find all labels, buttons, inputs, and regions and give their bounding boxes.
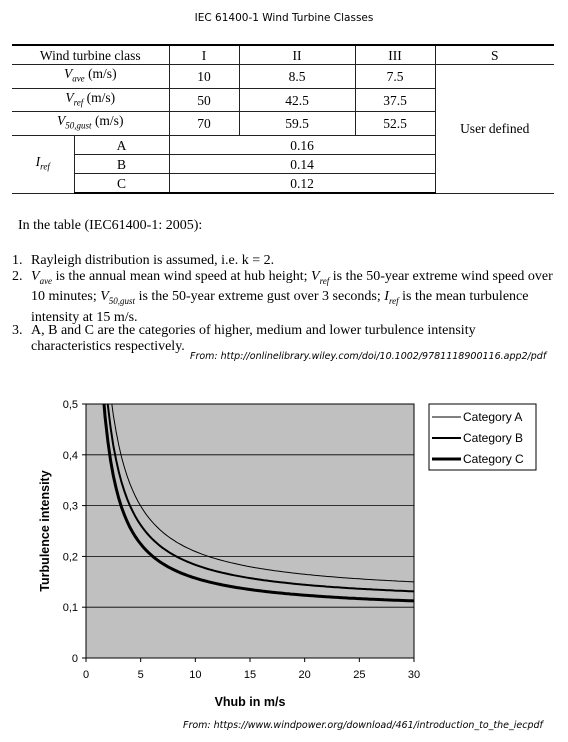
header-class-iii: III — [354, 44, 436, 65]
source-citation-chart: From: https://www.windpower.org/download… — [183, 720, 543, 731]
x-tick-label: 25 — [353, 669, 365, 681]
plot-area — [85, 403, 415, 659]
cell-v50gust-iii: 52.5 — [354, 111, 436, 137]
category-a-label: A — [73, 135, 170, 156]
cell-vref-iii: 37.5 — [354, 87, 436, 113]
y-tick-label: 0,4 — [63, 450, 78, 462]
series-line-category-c — [102, 404, 414, 603]
row-label-vave: Vave (m/s) — [12, 64, 170, 89]
cell-vave-i: 10 — [168, 64, 240, 89]
legend: Category A Category B Category C — [428, 403, 537, 471]
y-tick-label: 0,3 — [63, 501, 78, 513]
cell-vref-ii: 42.5 — [238, 87, 356, 113]
header-class-ii: II — [238, 44, 356, 65]
cell-vref-i: 50 — [168, 87, 240, 113]
cell-v50gust-ii: 59.5 — [238, 111, 356, 137]
cell-user-defined: User defined — [434, 64, 554, 194]
x-tick-label: 15 — [244, 669, 256, 681]
x-tick-label: 0 — [83, 669, 89, 681]
cell-vave-iii: 7.5 — [354, 64, 436, 89]
cell-v50gust-i: 70 — [168, 111, 240, 137]
category-b-value: 0.14 — [168, 154, 436, 175]
wind-class-table: Wind turbine class I II III S Vave (m/s)… — [12, 44, 554, 195]
cell-vave-ii: 8.5 — [238, 64, 356, 89]
source-citation-table: From: http://onlinelibrary.wiley.com/doi… — [190, 351, 547, 362]
legend-label-category-c: Category C — [463, 452, 524, 466]
row-label-vref: Vref (m/s) — [12, 87, 170, 113]
category-b-label: B — [73, 154, 170, 175]
x-tick-label: 5 — [138, 669, 144, 681]
category-c-value: 0.12 — [168, 173, 436, 195]
category-c-label: C — [73, 173, 170, 195]
x-tick-label: 30 — [408, 669, 420, 681]
legend-label-category-a: Category A — [463, 410, 522, 424]
series-line-category-b — [106, 404, 414, 593]
category-a-value: 0.16 — [168, 135, 436, 156]
row-label-iref: Iref — [12, 135, 75, 194]
series-line-category-a — [111, 404, 414, 583]
header-class-s: S — [434, 44, 554, 65]
header-wind-turbine-class: Wind turbine class — [12, 44, 170, 65]
x-axis-label: Vhub in m/s — [215, 695, 286, 709]
y-axis-label: Turbulence intensity — [38, 470, 52, 591]
y-tick-label: 0,5 — [63, 399, 78, 411]
x-tick-label: 20 — [299, 669, 311, 681]
header-class-i: I — [168, 44, 240, 65]
y-tick-label: 0,1 — [63, 602, 78, 614]
row-label-v50gust: V50,gust (m/s) — [12, 111, 170, 137]
notes-intro: In the table (IEC61400-1: 2005): — [18, 218, 203, 233]
page-title: IEC 61400-1 Wind Turbine Classes — [194, 12, 374, 24]
legend-label-category-b: Category B — [463, 431, 523, 445]
turbulence-intensity-chart: 0 0,1 0,2 0,3 0,4 0,5 0 5 10 15 20 25 30 Vhub in m/s… — [38, 399, 537, 709]
x-tick-label: 10 — [189, 669, 201, 681]
y-tick-label: 0,2 — [63, 551, 78, 563]
series-lines — [102, 404, 414, 603]
axes: 0 0,1 0,2 0,3 0,4 0,5 0 5 10 15 20 25 30 — [63, 399, 420, 681]
y-tick-label: 0 — [72, 653, 78, 665]
